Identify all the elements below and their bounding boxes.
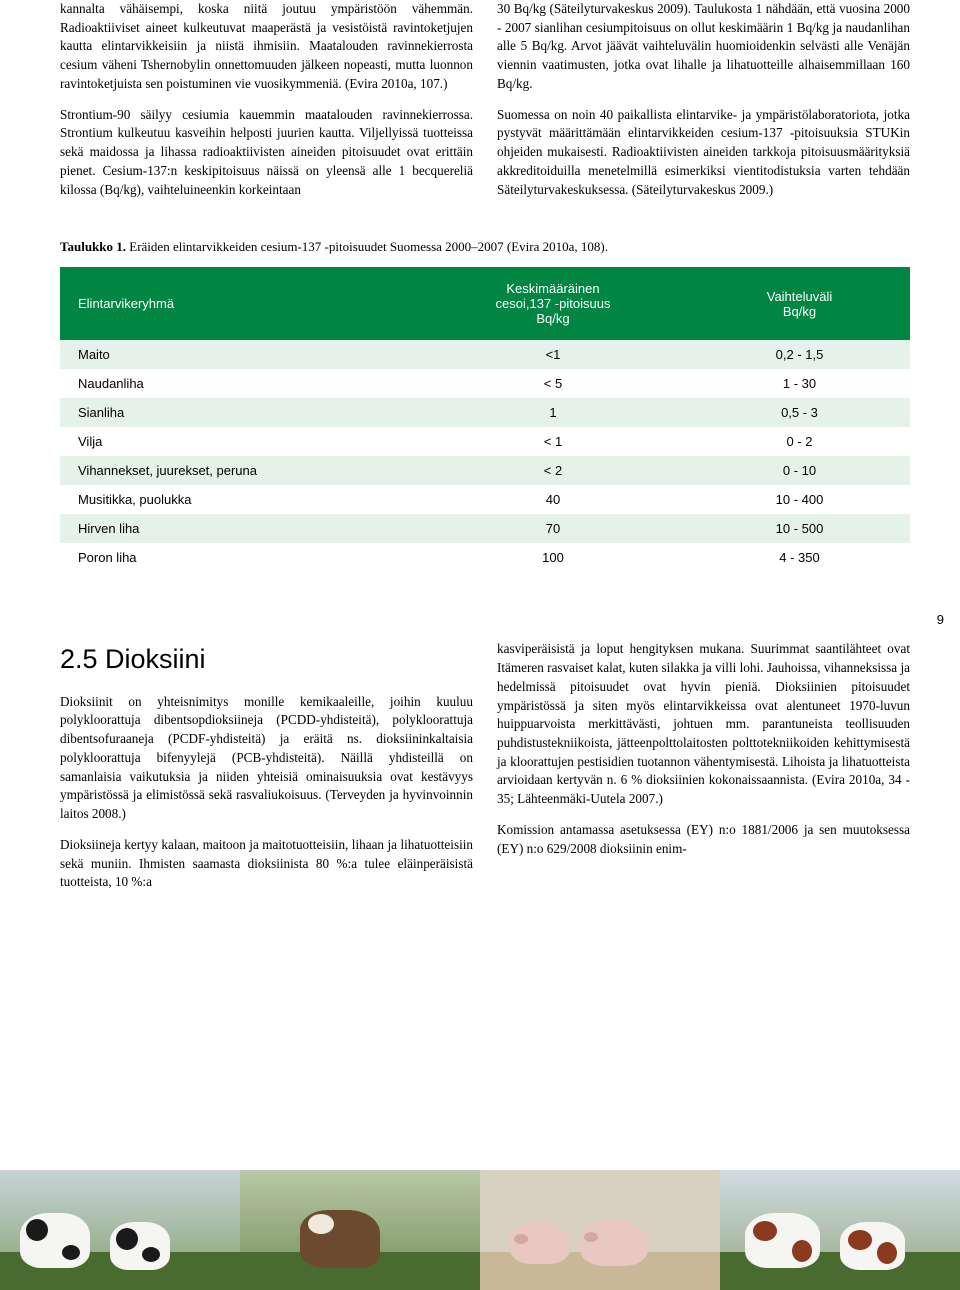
right-column: 30 Bq/kg (Säteilyturvakeskus 2009). Taul…	[497, 0, 910, 211]
table-row: Maito<10,2 - 1,5	[60, 340, 910, 369]
table-caption-text: Eräiden elintarvikkeiden cesium-137 -pit…	[126, 239, 608, 254]
cell-mean: < 1	[417, 427, 689, 456]
top-text-columns: kannalta vähäisempi, koska niitä joutuu …	[60, 0, 910, 211]
cesium-table: Elintarvikeryhmä Keskimääräinen cesoi,13…	[60, 267, 910, 572]
table-row: Vilja< 10 - 2	[60, 427, 910, 456]
cell-mean: < 5	[417, 369, 689, 398]
left-column: kannalta vähäisempi, koska niitä joutuu …	[60, 0, 473, 211]
table-row: Poron liha1004 - 350	[60, 543, 910, 572]
table-row: Musitikka, puolukka4010 - 400	[60, 485, 910, 514]
table-row: Hirven liha7010 - 500	[60, 514, 910, 543]
cell-group: Hirven liha	[60, 514, 417, 543]
cell-group: Vihannekset, juurekset, peruna	[60, 456, 417, 485]
section-heading: 2.5 Dioksiini	[60, 640, 473, 678]
footer-photo-3	[480, 1170, 720, 1290]
table-caption: Taulukko 1. Eräiden elintarvikkeiden ces…	[60, 239, 910, 255]
cell-mean: 70	[417, 514, 689, 543]
section-left-p2: Dioksiineja kertyy kalaan, maitoon ja ma…	[60, 836, 473, 892]
cell-group: Maito	[60, 340, 417, 369]
cell-range: 10 - 500	[689, 514, 910, 543]
table-row: Vihannekset, juurekset, peruna< 20 - 10	[60, 456, 910, 485]
cell-group: Sianliha	[60, 398, 417, 427]
section-right-p1: kasviperäisistä ja loput hengityksen muk…	[497, 640, 910, 809]
section-left-p1: Dioksiinit on yhteisnimitys monille kemi…	[60, 693, 473, 824]
cell-range: 4 - 350	[689, 543, 910, 572]
th-range: Vaihteluväli Bq/kg	[689, 267, 910, 340]
footer-photo-1	[0, 1170, 240, 1290]
section-right-p2: Komission antamassa asetuksessa (EY) n:o…	[497, 821, 910, 858]
footer-photo-2	[240, 1170, 480, 1290]
cell-range: 0,2 - 1,5	[689, 340, 910, 369]
cell-range: 0 - 2	[689, 427, 910, 456]
table-caption-label: Taulukko 1.	[60, 239, 126, 254]
page-number: 9	[937, 612, 944, 627]
th-mean: Keskimääräinen cesoi,137 -pitoisuus Bq/k…	[417, 267, 689, 340]
cell-mean: <1	[417, 340, 689, 369]
right-p1: 30 Bq/kg (Säteilyturvakeskus 2009). Taul…	[497, 0, 910, 94]
cell-range: 10 - 400	[689, 485, 910, 514]
section-right-column: kasviperäisistä ja loput hengityksen muk…	[497, 640, 910, 904]
cell-mean: 1	[417, 398, 689, 427]
cell-group: Musitikka, puolukka	[60, 485, 417, 514]
th-group: Elintarvikeryhmä	[60, 267, 417, 340]
cell-mean: 100	[417, 543, 689, 572]
cell-range: 0,5 - 3	[689, 398, 910, 427]
cell-group: Poron liha	[60, 543, 417, 572]
cell-group: Naudanliha	[60, 369, 417, 398]
footer-photo-strip	[0, 1170, 960, 1290]
table-header-row: Elintarvikeryhmä Keskimääräinen cesoi,13…	[60, 267, 910, 340]
section-columns: 2.5 Dioksiini Dioksiinit on yhteisnimity…	[60, 640, 910, 904]
cell-range: 0 - 10	[689, 456, 910, 485]
left-p1: kannalta vähäisempi, koska niitä joutuu …	[60, 0, 473, 94]
cell-mean: 40	[417, 485, 689, 514]
table-row: Sianliha10,5 - 3	[60, 398, 910, 427]
section-left-column: 2.5 Dioksiini Dioksiinit on yhteisnimity…	[60, 640, 473, 904]
table-row: Naudanliha< 51 - 30	[60, 369, 910, 398]
left-p2: Strontium-90 säilyy cesiumia kauemmin ma…	[60, 106, 473, 200]
cell-group: Vilja	[60, 427, 417, 456]
footer-photo-4	[720, 1170, 960, 1290]
cell-mean: < 2	[417, 456, 689, 485]
cell-range: 1 - 30	[689, 369, 910, 398]
right-p2: Suomessa on noin 40 paikallista elintarv…	[497, 106, 910, 200]
